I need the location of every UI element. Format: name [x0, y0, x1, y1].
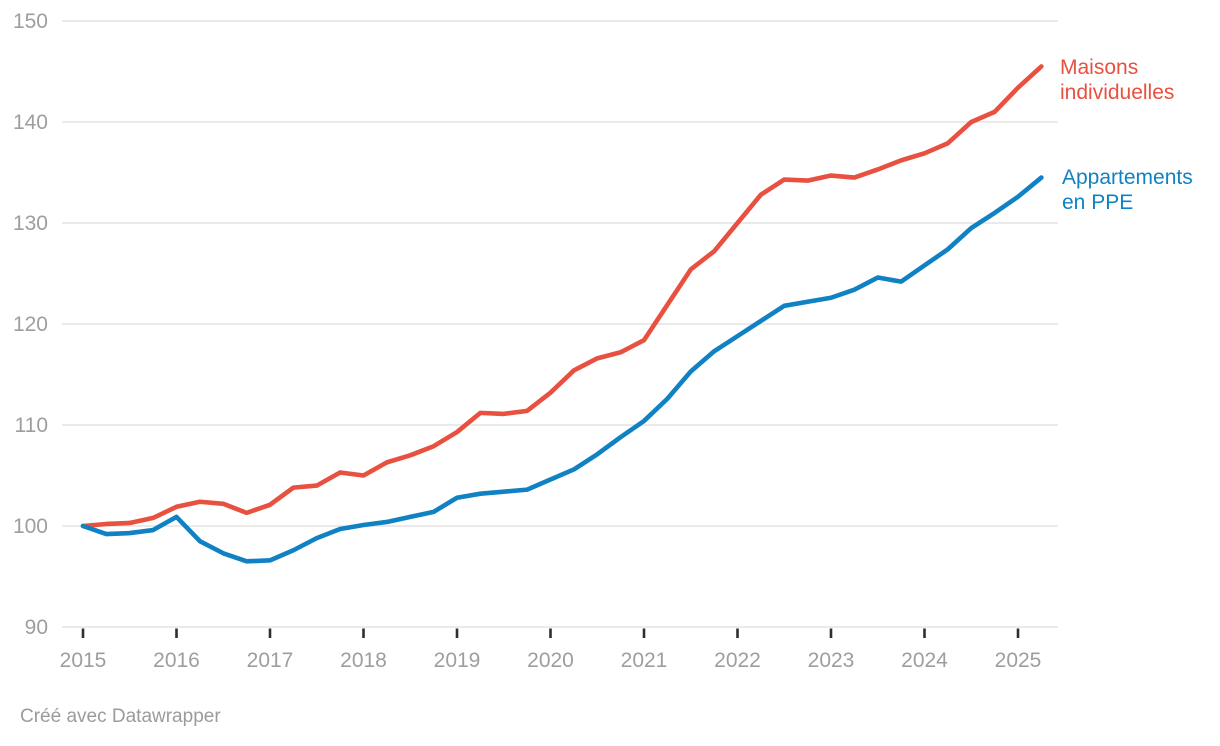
x-axis-label-2022: 2022	[714, 649, 761, 672]
x-axis-label-2018: 2018	[340, 649, 387, 672]
series-label-maisons-individuelles: Maisons individuelles	[1060, 56, 1175, 104]
x-axis-label-2024: 2024	[901, 649, 948, 672]
x-axis-label-2019: 2019	[434, 649, 481, 672]
x-axis-label-2015: 2015	[60, 649, 107, 672]
x-axis-label-2020: 2020	[527, 649, 574, 672]
series-label-appartements-en-ppe: Appartements en PPE	[1062, 166, 1193, 214]
y-axis-label-100: 100	[13, 515, 48, 538]
x-axis-label-2021: 2021	[621, 649, 668, 672]
y-axis-label-90: 90	[25, 616, 48, 639]
x-axis-label-2025: 2025	[995, 649, 1042, 672]
y-axis-label-140: 140	[13, 111, 48, 134]
y-axis-label-110: 110	[15, 414, 48, 437]
x-axis-label-2016: 2016	[153, 649, 200, 672]
y-axis-label-120: 120	[13, 313, 48, 336]
y-axis-label-150: 150	[13, 10, 48, 33]
series-line-appartements-en-ppe	[80, 175, 1044, 564]
x-axis-label-2023: 2023	[808, 649, 855, 672]
x-axis-label-2017: 2017	[247, 649, 294, 672]
datawrapper-credit: Créé avec Datawrapper	[20, 706, 221, 727]
y-axis-label-130: 130	[13, 212, 48, 235]
series-line-maisons-individuelles	[80, 64, 1044, 529]
